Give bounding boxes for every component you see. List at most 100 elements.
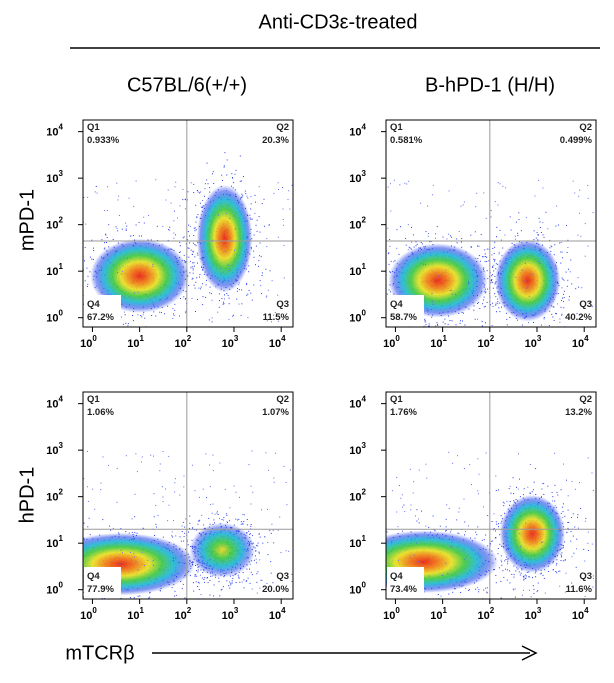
event-dot — [537, 239, 539, 241]
event-dot — [76, 555, 77, 556]
event-dot — [71, 565, 72, 566]
event-dot — [201, 514, 203, 516]
plot-area — [28, 450, 293, 599]
event-dot — [89, 534, 91, 536]
event-dot — [458, 231, 460, 232]
event-dot — [206, 279, 207, 281]
event-dot — [526, 287, 528, 289]
event-dot — [568, 331, 569, 332]
event-dot — [238, 289, 240, 291]
event-dot — [452, 591, 454, 593]
event-dot — [380, 558, 381, 559]
y-tick-label: 103 — [349, 169, 366, 185]
event-dot — [576, 313, 578, 315]
tick-exponent: 2 — [187, 334, 192, 343]
event-dot — [106, 210, 108, 212]
event-dot — [425, 324, 427, 326]
event-dot — [493, 569, 495, 570]
event-dot — [344, 562, 345, 563]
event-dot — [506, 312, 507, 314]
event-dot — [184, 199, 186, 201]
event-dot — [556, 572, 558, 574]
event-dot — [121, 271, 123, 273]
event-dot — [523, 488, 525, 490]
density-cloud — [90, 238, 190, 313]
event-dot — [198, 496, 200, 498]
tick-exponent: 4 — [281, 606, 286, 615]
event-dot — [76, 580, 77, 581]
event-dot — [510, 340, 511, 341]
event-dot — [567, 247, 569, 248]
event-dot — [239, 496, 240, 498]
event-dot — [539, 227, 541, 228]
event-dot — [168, 504, 170, 506]
event-dot — [285, 482, 287, 483]
event-dot — [486, 592, 488, 594]
event-dot — [342, 583, 343, 584]
event-dot — [203, 566, 205, 568]
quadrant-name: Q2 — [579, 122, 592, 133]
event-dot — [500, 597, 502, 599]
event-dot — [152, 264, 154, 266]
event-dot — [345, 556, 346, 557]
event-dot — [563, 290, 565, 292]
event-dot — [165, 199, 167, 201]
event-dot — [267, 554, 269, 556]
event-dot — [152, 265, 154, 267]
event-dot — [192, 269, 194, 271]
event-dot — [47, 566, 48, 567]
event-dot — [233, 314, 235, 316]
event-dot — [184, 597, 186, 599]
event-dot — [229, 552, 231, 554]
event-dot — [556, 303, 558, 305]
event-dot — [500, 340, 501, 341]
tick-exponent: 4 — [362, 123, 367, 132]
x-tick-label: 104 — [269, 606, 286, 622]
event-dot — [116, 501, 118, 503]
event-dot — [577, 514, 579, 516]
event-dot — [356, 553, 357, 554]
event-dot — [435, 237, 436, 239]
event-dot — [291, 581, 293, 582]
event-dot — [141, 316, 143, 318]
event-dot — [190, 249, 192, 251]
event-dot — [266, 320, 268, 322]
event-dot — [223, 165, 225, 167]
event-dot — [517, 232, 519, 234]
event-dot — [356, 573, 357, 574]
event-dot — [28, 562, 29, 563]
quadrant-percent: 20.0% — [262, 584, 289, 595]
event-dot — [288, 550, 290, 552]
event-dot — [162, 496, 164, 498]
event-dot — [155, 505, 157, 506]
event-dot — [185, 311, 187, 313]
event-dot — [108, 464, 110, 466]
event-dot — [471, 540, 473, 542]
event-dot — [149, 596, 151, 598]
event-dot — [189, 242, 190, 244]
event-dot — [179, 298, 181, 299]
event-dot — [198, 287, 200, 289]
event-dot — [444, 600, 445, 601]
event-dot — [494, 293, 496, 295]
event-dot — [236, 290, 238, 292]
event-dot — [93, 279, 95, 281]
event-dot — [506, 318, 508, 320]
event-dot — [247, 577, 249, 579]
event-dot — [162, 536, 164, 538]
event-dot — [206, 179, 208, 181]
event-dot — [224, 250, 226, 252]
event-dot — [248, 289, 250, 291]
event-dot — [545, 211, 547, 213]
event-dot — [188, 256, 190, 258]
event-dot — [407, 249, 409, 251]
event-dot — [353, 570, 354, 571]
event-dot — [249, 214, 251, 216]
event-dot — [556, 491, 558, 493]
event-dot — [437, 324, 438, 326]
event-dot — [183, 236, 185, 238]
event-dot — [567, 522, 569, 523]
event-dot — [217, 214, 219, 216]
event-dot — [199, 241, 201, 243]
event-dot — [155, 523, 157, 525]
